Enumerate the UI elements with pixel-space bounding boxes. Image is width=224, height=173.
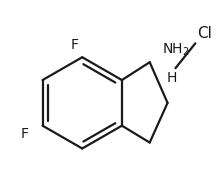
Text: H: H [166,71,177,85]
Text: F: F [70,38,78,52]
Text: NH$_2$: NH$_2$ [162,42,189,58]
Text: Cl: Cl [197,26,212,41]
Text: F: F [21,127,29,141]
